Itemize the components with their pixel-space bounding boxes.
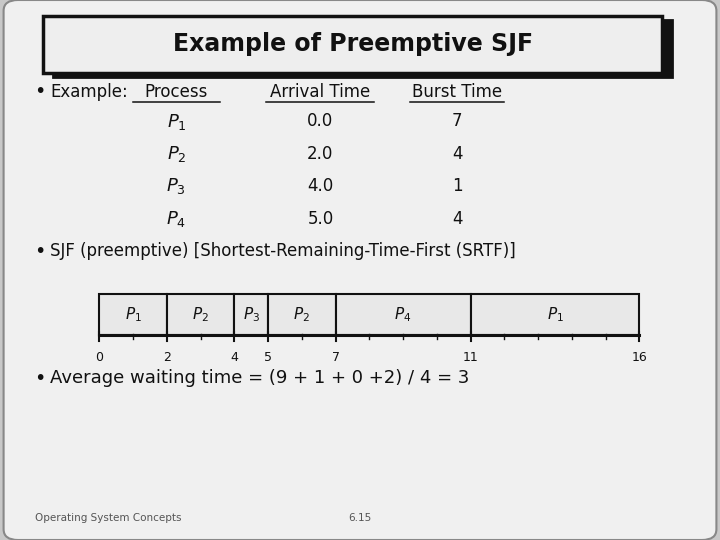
Text: 4.0: 4.0	[307, 177, 333, 195]
Text: Example:: Example:	[50, 83, 128, 101]
Text: •: •	[35, 82, 46, 102]
Text: $P_1$: $P_1$	[125, 305, 142, 324]
Text: $P_2$: $P_2$	[166, 144, 186, 164]
Bar	[167, 294, 235, 335]
Bar	[336, 294, 471, 335]
Text: Average waiting time = (9 + 1 + 0 +2) / 4 = 3: Average waiting time = (9 + 1 + 0 +2) / …	[50, 369, 469, 387]
Text: $P_1$: $P_1$	[546, 305, 564, 324]
Text: 0: 0	[95, 351, 104, 364]
Text: $P_2$: $P_2$	[294, 305, 310, 324]
Text: $P_3$: $P_3$	[166, 176, 186, 197]
Text: SJF (preemptive) [Shortest-Remaining-Time-First (SRTF)]: SJF (preemptive) [Shortest-Remaining-Tim…	[50, 242, 516, 260]
Text: 1: 1	[452, 177, 462, 195]
Text: $P_4$: $P_4$	[166, 208, 186, 229]
Text: Burst Time: Burst Time	[412, 83, 503, 101]
Bar	[53, 20, 672, 77]
Text: 7: 7	[332, 351, 340, 364]
Bar	[268, 294, 336, 335]
Text: 4: 4	[452, 210, 462, 228]
FancyBboxPatch shape	[4, 0, 716, 540]
Text: Arrival Time: Arrival Time	[270, 83, 371, 101]
Text: 5: 5	[264, 351, 272, 364]
Text: 6.15: 6.15	[348, 514, 372, 523]
Text: Example of Preemptive SJF: Example of Preemptive SJF	[173, 32, 533, 56]
Text: $P_3$: $P_3$	[243, 305, 260, 324]
Text: $P_4$: $P_4$	[395, 305, 412, 324]
Bar	[471, 294, 639, 335]
Text: $P_1$: $P_1$	[166, 111, 186, 132]
Bar	[99, 294, 167, 335]
Text: 16: 16	[631, 351, 647, 364]
Text: 2.0: 2.0	[307, 145, 333, 163]
Text: 2: 2	[163, 351, 171, 364]
Text: 4: 4	[452, 145, 462, 163]
Bar	[235, 294, 268, 335]
Text: •: •	[35, 368, 46, 388]
Text: $P_2$: $P_2$	[192, 305, 209, 324]
Text: 4: 4	[230, 351, 238, 364]
Text: 5.0: 5.0	[307, 210, 333, 228]
Text: Process: Process	[145, 83, 208, 101]
Text: •: •	[35, 241, 46, 261]
Bar	[43, 16, 662, 73]
Text: 11: 11	[463, 351, 479, 364]
Text: Operating System Concepts: Operating System Concepts	[35, 514, 181, 523]
Text: 7: 7	[452, 112, 462, 131]
Text: 0.0: 0.0	[307, 112, 333, 131]
